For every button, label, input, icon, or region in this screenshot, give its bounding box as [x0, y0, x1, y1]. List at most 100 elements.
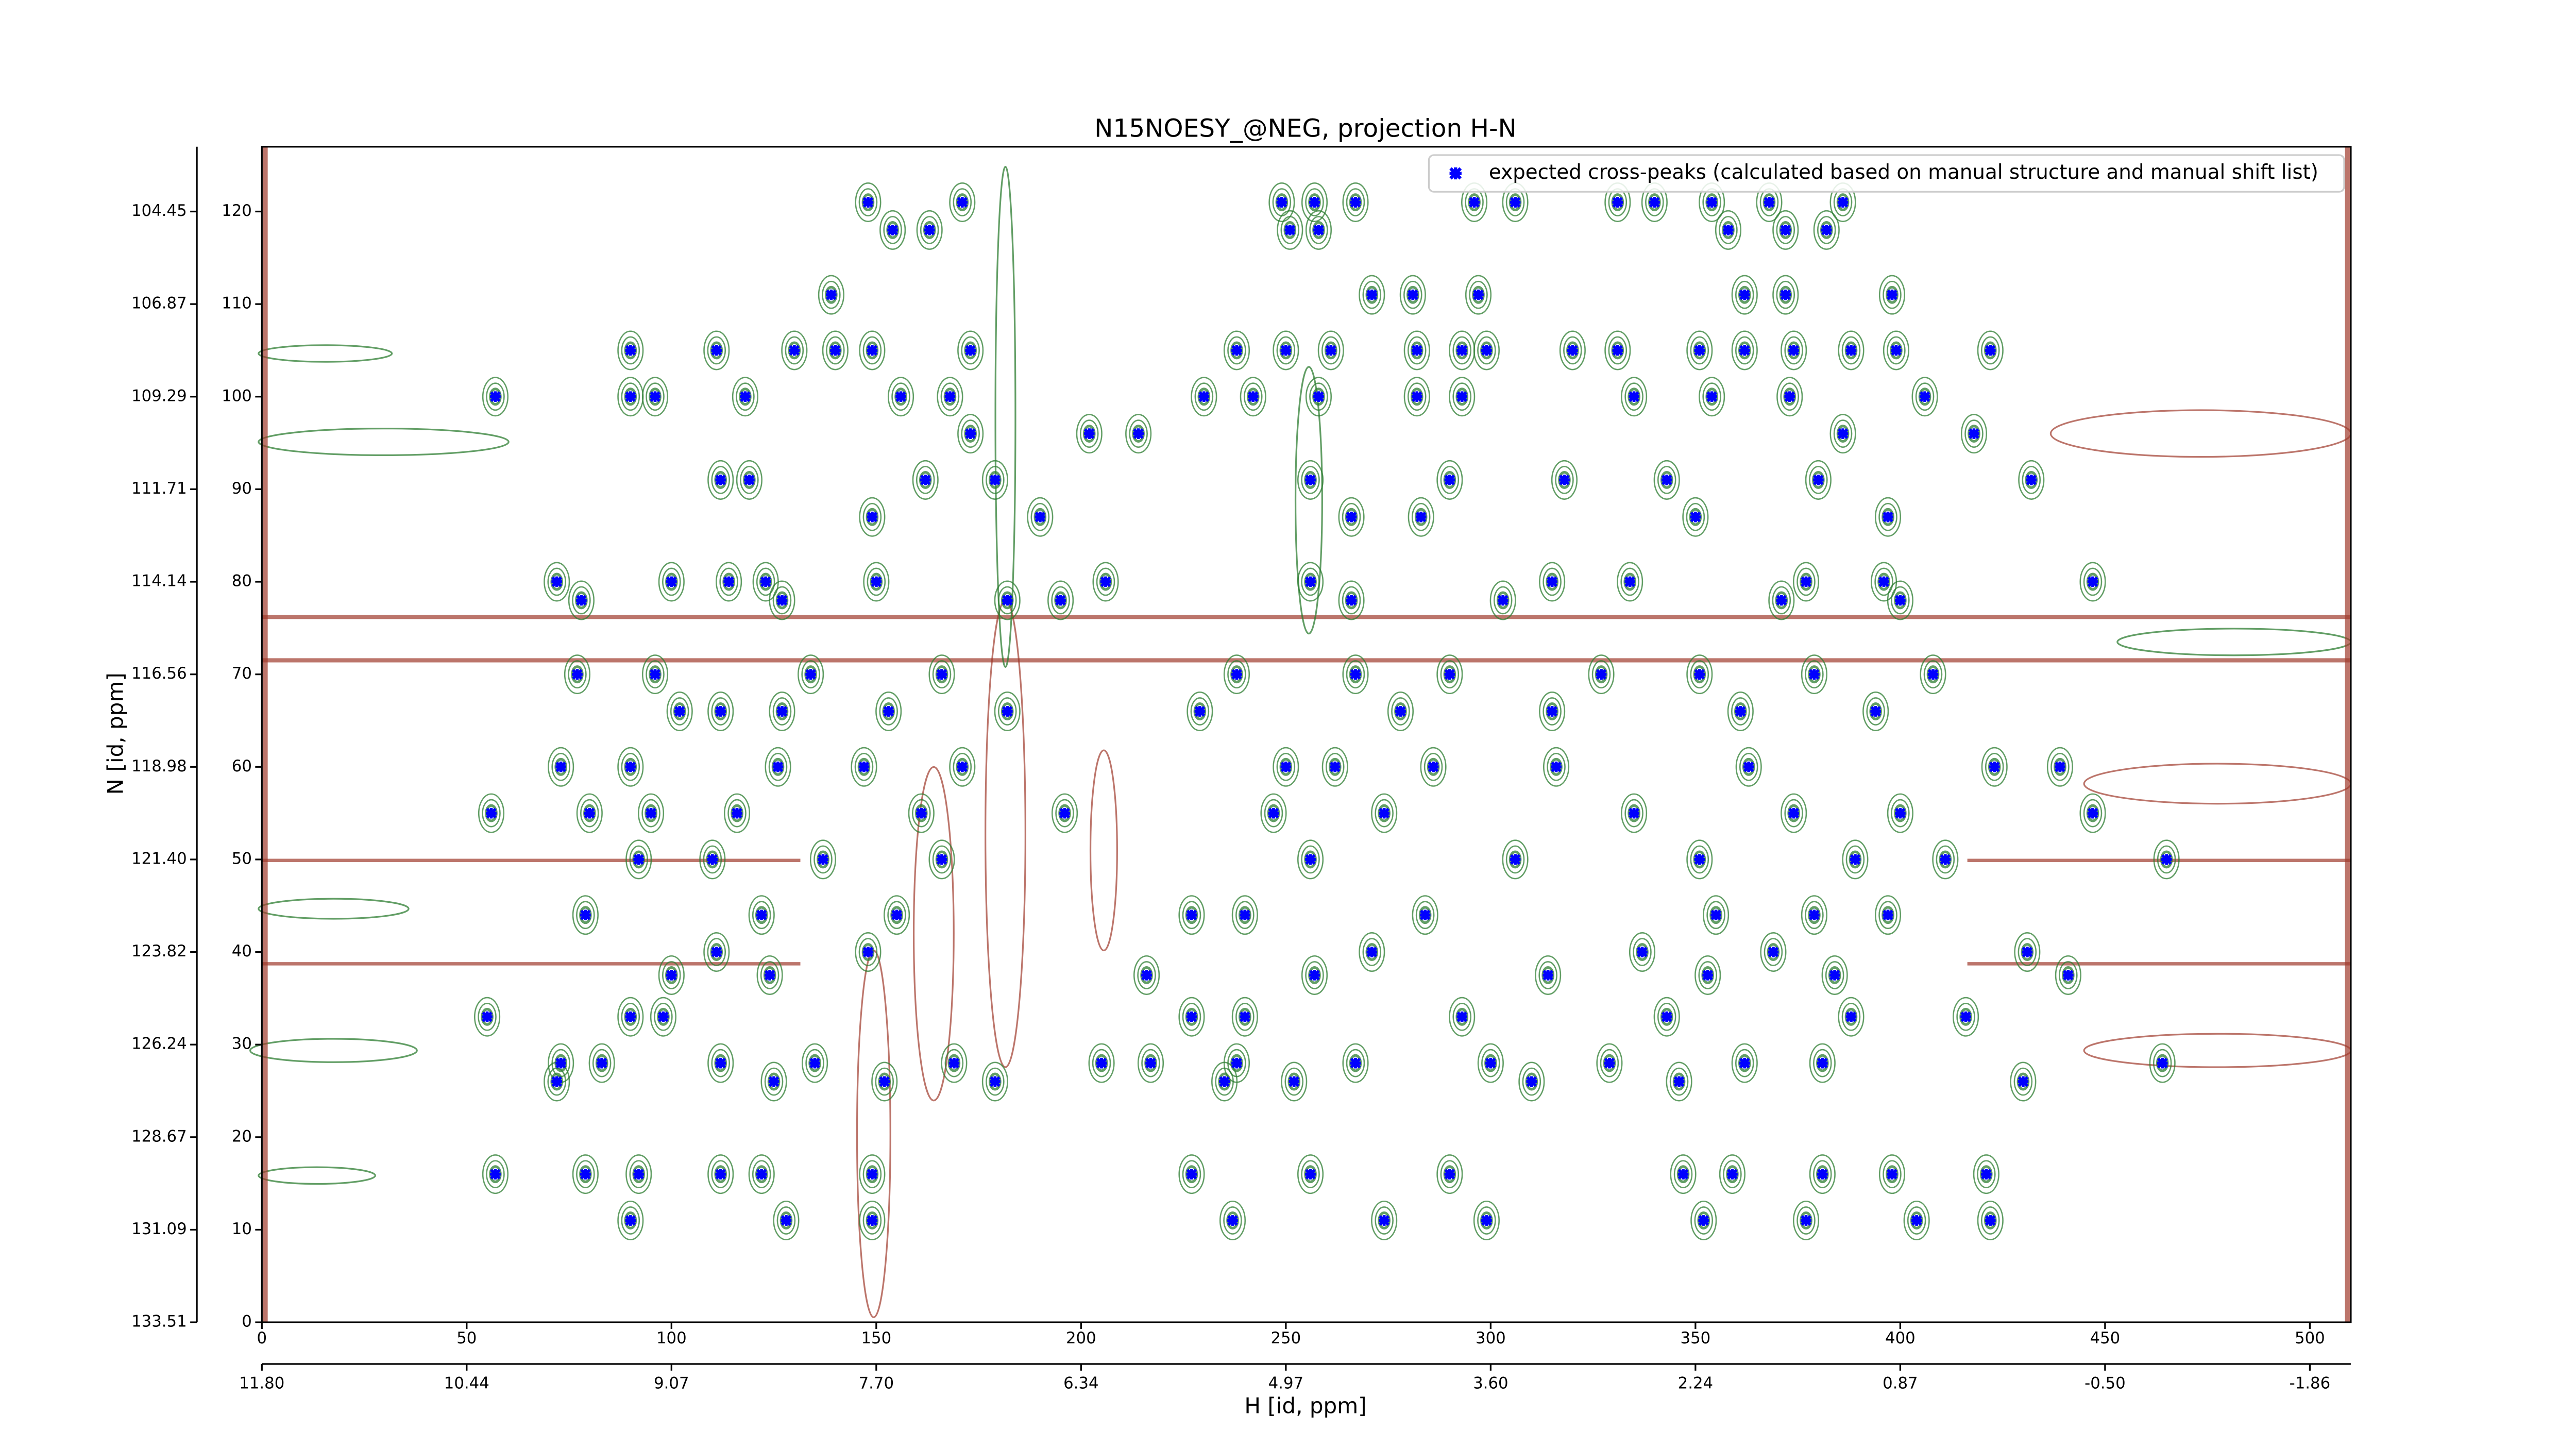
cross-peak [1551, 761, 1562, 772]
peak-contour [1985, 752, 2004, 781]
peak-contour [1477, 1206, 1496, 1235]
cross-peak [760, 576, 771, 587]
peak-contour [650, 997, 676, 1037]
x2-tick-label: 6.34 [1063, 1374, 1098, 1392]
peak-contour [879, 697, 898, 726]
peak-contour [716, 562, 742, 602]
cross-peak [2087, 807, 2098, 819]
peak-contour [1841, 1002, 1861, 1031]
peak-contour [814, 845, 833, 874]
peak-contour [1452, 1002, 1471, 1031]
cross-peak [1473, 289, 1484, 300]
cross-peak [1305, 1169, 1316, 1180]
cross-peak [957, 197, 968, 208]
x-tick-label: 0 [257, 1329, 267, 1347]
peak-contour [1772, 275, 1799, 315]
cross-peak [1313, 224, 1324, 235]
cross-peak [2161, 854, 2172, 865]
peak-contour [785, 336, 804, 365]
peak-contour [768, 752, 788, 781]
peak-contour [1469, 280, 1488, 309]
peak-contour [1452, 336, 1471, 365]
cross-peak [1366, 289, 1378, 300]
x-tick-label: 500 [2295, 1329, 2325, 1347]
peak-contour [875, 692, 902, 732]
cross-peak [1985, 1215, 1996, 1226]
cross-peak [1677, 1169, 1689, 1180]
cross-peak [1305, 576, 1316, 587]
peak-contour [1629, 932, 1656, 972]
cross-peak [1547, 576, 1558, 587]
peak-contour [1211, 1062, 1238, 1102]
peak-contour [588, 1043, 615, 1083]
cross-peak [1940, 854, 1951, 865]
peak-contour [1375, 799, 1394, 828]
peak-contour [1092, 1049, 1111, 1077]
cross-peak [1690, 511, 1701, 523]
peak-contour [1359, 275, 1385, 315]
cross-peak [1801, 576, 1811, 587]
peak-contour [859, 1154, 886, 1194]
peak-contour [862, 1160, 882, 1189]
peak-contours [473, 182, 2180, 1240]
cross-peak [1346, 595, 1357, 606]
legend: expected cross-peaks (calculated based o… [1428, 154, 2345, 193]
peak-contour [1399, 275, 1426, 315]
peak-contour [805, 1049, 824, 1077]
peak-contour [781, 330, 808, 370]
peak-contour [703, 330, 730, 370]
peak-contour [1539, 562, 1566, 602]
peak-contour [1338, 580, 1365, 620]
peak-contour [646, 382, 665, 411]
peak-contour [707, 460, 734, 500]
peak-contour [752, 1160, 771, 1189]
peak-contour [887, 901, 906, 930]
cross-peak [887, 224, 899, 235]
peak-contour [1973, 1154, 1999, 1194]
peak-contour [572, 1154, 599, 1194]
y-tick-label: 110 [222, 294, 252, 313]
peak-contour [1342, 1043, 1369, 1083]
y2-tick-label: 116.56 [131, 664, 187, 683]
peak-contour [1317, 330, 1344, 370]
cross-peak [1186, 1011, 1197, 1022]
peak-contour [1178, 997, 1205, 1037]
peak-contour [1686, 839, 1713, 880]
peak-contour [1092, 562, 1119, 602]
peak-contour [822, 280, 841, 309]
peak-contour [1555, 466, 1574, 494]
peak-contour [1141, 1049, 1160, 1077]
cross-peak [891, 909, 903, 921]
peak-contour [1591, 660, 1611, 688]
cross-peak [895, 391, 907, 402]
x2-tick-label: 9.07 [654, 1374, 689, 1392]
peak-contour [1051, 586, 1070, 615]
peak-contour [1703, 895, 1730, 935]
peak-contour [1809, 1043, 1836, 1083]
peak-contour [1862, 692, 1889, 732]
peak-contour [1735, 280, 1754, 309]
cross-peak [1379, 1215, 1390, 1226]
peak-contour [711, 466, 731, 494]
peak-contour [994, 580, 1021, 620]
peak-contour [617, 1200, 644, 1240]
cross-peak [1481, 1215, 1492, 1226]
peak-contour [1182, 901, 1201, 930]
cross-peak [596, 1057, 607, 1069]
peak-contour [1809, 466, 1828, 494]
peak-contour [1543, 697, 1562, 726]
peak-contour [1473, 330, 1500, 370]
y-tick-label: 20 [232, 1127, 252, 1145]
cross-peak [1894, 807, 1906, 819]
peak-contour [1243, 382, 1263, 411]
cross-peak [1969, 428, 1979, 440]
cross-peak [1739, 1057, 1750, 1069]
peak-contour [1559, 330, 1586, 370]
peak-contour [1874, 497, 1902, 537]
cross-peak [1350, 197, 1361, 208]
cross-peak [871, 576, 882, 587]
peak-contour [1866, 697, 1885, 726]
peak-contour [2010, 1062, 2037, 1102]
spectrum-background [249, 146, 2352, 1323]
peak-contour [1301, 955, 1328, 995]
